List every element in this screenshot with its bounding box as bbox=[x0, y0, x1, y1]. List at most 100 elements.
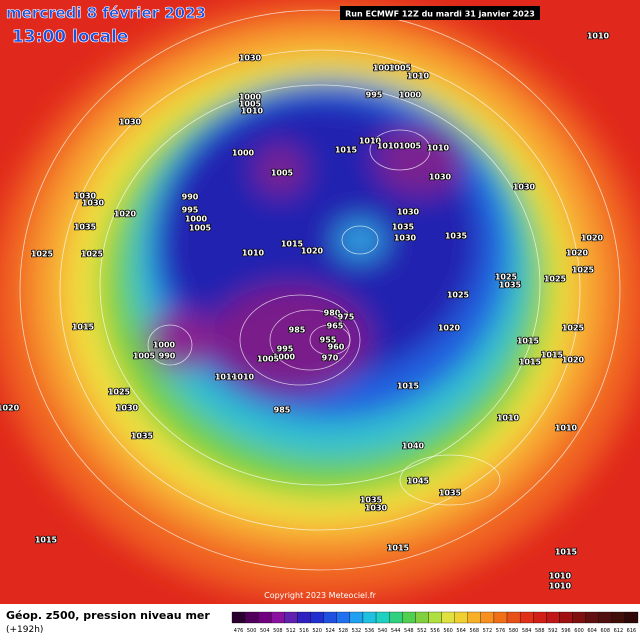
colorbar-cell bbox=[624, 611, 639, 624]
pressure-label: 1025 bbox=[81, 250, 104, 259]
pressure-label: 1025 bbox=[572, 266, 595, 275]
colorbar-cell bbox=[389, 611, 403, 624]
field bbox=[0, 0, 640, 604]
colorbar-cell bbox=[598, 611, 612, 624]
pressure-label: 1030 bbox=[74, 192, 97, 201]
pressure-label: 1025 bbox=[495, 273, 518, 282]
colorbar-cell bbox=[506, 611, 521, 624]
colorbar-label: 616 bbox=[627, 628, 637, 634]
pressure-label: 1030 bbox=[119, 118, 142, 127]
colorbar-label: 532 bbox=[352, 628, 362, 634]
pressure-label: 1030 bbox=[513, 183, 536, 192]
colorbar-cell bbox=[546, 611, 560, 624]
colorbar-cell bbox=[467, 611, 481, 624]
colorbar-label: 580 bbox=[509, 628, 519, 634]
colorbar-label: 528 bbox=[339, 628, 349, 634]
pressure-label: 1020 bbox=[301, 247, 324, 256]
pressure-label: 955 bbox=[320, 336, 337, 345]
colorbar: 476 500 504 508 512 516 520 524 528 532 536 540 544 5… bbox=[231, 611, 639, 634]
pressure-label: 995 bbox=[366, 91, 383, 100]
colorbar-label: 508 bbox=[273, 628, 283, 634]
pressure-label: 1010 bbox=[549, 582, 572, 591]
colorbar-cell bbox=[231, 611, 246, 624]
pressure-label: 985 bbox=[274, 406, 291, 415]
colorbar-cell bbox=[480, 611, 495, 624]
pressure-label: 1015 bbox=[281, 240, 304, 249]
colorbar-label: 584 bbox=[522, 628, 532, 634]
pressure-label: 1030 bbox=[429, 173, 452, 182]
pressure-label: 1000 bbox=[273, 353, 296, 362]
pressure-label: 1025 bbox=[562, 324, 585, 333]
colorbar-label: 500 bbox=[247, 628, 257, 634]
pressure-label: 1015 bbox=[517, 337, 540, 346]
colorbar-cell bbox=[310, 611, 324, 624]
colorbar-cell bbox=[533, 611, 547, 624]
colorbar-label: 512 bbox=[286, 628, 296, 634]
colorbar-cell bbox=[284, 611, 298, 624]
pressure-label: 1030 bbox=[397, 208, 420, 217]
pressure-label: 1000 bbox=[373, 64, 396, 73]
lead-time: (+192h) bbox=[6, 625, 43, 635]
pressure-label: 1035 bbox=[360, 496, 383, 505]
pressure-label: 1020 bbox=[581, 234, 604, 243]
colorbar-label: 576 bbox=[496, 628, 506, 634]
pressure-label: 1015 bbox=[72, 323, 95, 332]
colorbar-cell bbox=[297, 611, 311, 624]
pressure-label: 1015 bbox=[555, 548, 578, 557]
pressure-label: 1000 bbox=[185, 215, 208, 224]
subtitle: 13:00 locale bbox=[12, 27, 128, 47]
pressure-label: 995 bbox=[182, 206, 199, 215]
pressure-label: 1045 bbox=[407, 477, 430, 486]
colorbar-label: 536 bbox=[365, 628, 375, 634]
pressure-label: 1030 bbox=[394, 234, 417, 243]
pressure-label: 1015 bbox=[387, 544, 410, 553]
pressure-label: 970 bbox=[322, 354, 339, 363]
colorbar-cell bbox=[349, 611, 364, 624]
pressure-label: 1010 bbox=[587, 32, 610, 41]
pressure-label: 995 bbox=[277, 345, 294, 354]
pressure-label: 1035 bbox=[499, 281, 522, 290]
colorbar-label: 556 bbox=[430, 628, 440, 634]
colorbar-cell bbox=[572, 611, 586, 624]
colorbar-cell bbox=[559, 611, 573, 624]
pressure-label: 1015 bbox=[335, 146, 358, 155]
pressure-label: 1015 bbox=[397, 382, 420, 391]
colorbar-label: 476 bbox=[234, 628, 244, 634]
title: mercredi 8 février 2023 bbox=[6, 4, 206, 22]
pressure-label: 960 bbox=[328, 343, 345, 352]
pressure-label: 1005 bbox=[389, 64, 412, 73]
pressure-label: 1035 bbox=[74, 223, 97, 232]
colorbar-label: 588 bbox=[535, 628, 545, 634]
colorbar-cell bbox=[362, 611, 377, 624]
colorbar-cell bbox=[336, 611, 351, 624]
colorbar-label: 544 bbox=[391, 628, 401, 634]
pressure-label: 1030 bbox=[239, 54, 262, 63]
run-box bbox=[340, 6, 540, 20]
pressure-label: 975 bbox=[338, 313, 355, 322]
colorbar-cell bbox=[611, 611, 626, 624]
colorbar-label: 524 bbox=[325, 628, 335, 634]
pressure-label: 1005 bbox=[189, 224, 212, 233]
colorbar-label: 608 bbox=[600, 628, 610, 634]
pressure-label: 1000 bbox=[232, 149, 255, 158]
pressure-label: 1040 bbox=[402, 442, 425, 451]
pressure-label: 1000 bbox=[239, 93, 262, 102]
pressure-label: 985 bbox=[289, 326, 306, 335]
colorbar-cell bbox=[258, 611, 272, 624]
pressure-label: 1010 bbox=[377, 142, 400, 151]
pressure-label: 1005 bbox=[239, 100, 262, 109]
colorbar-label: 548 bbox=[404, 628, 414, 634]
pressure-label: 1000 bbox=[399, 91, 422, 100]
colorbar-cell bbox=[271, 611, 285, 624]
pressure-label: 1010 bbox=[427, 144, 450, 153]
pressure-label: 1010 bbox=[242, 249, 265, 258]
pressure-label: 1010 bbox=[555, 424, 578, 433]
colorbar-label: 552 bbox=[417, 628, 427, 634]
colorbar-cell bbox=[244, 611, 259, 624]
pressure-label: 1015 bbox=[541, 351, 564, 360]
pressure-label: 990 bbox=[159, 352, 176, 361]
pressure-label: 1035 bbox=[439, 489, 462, 498]
